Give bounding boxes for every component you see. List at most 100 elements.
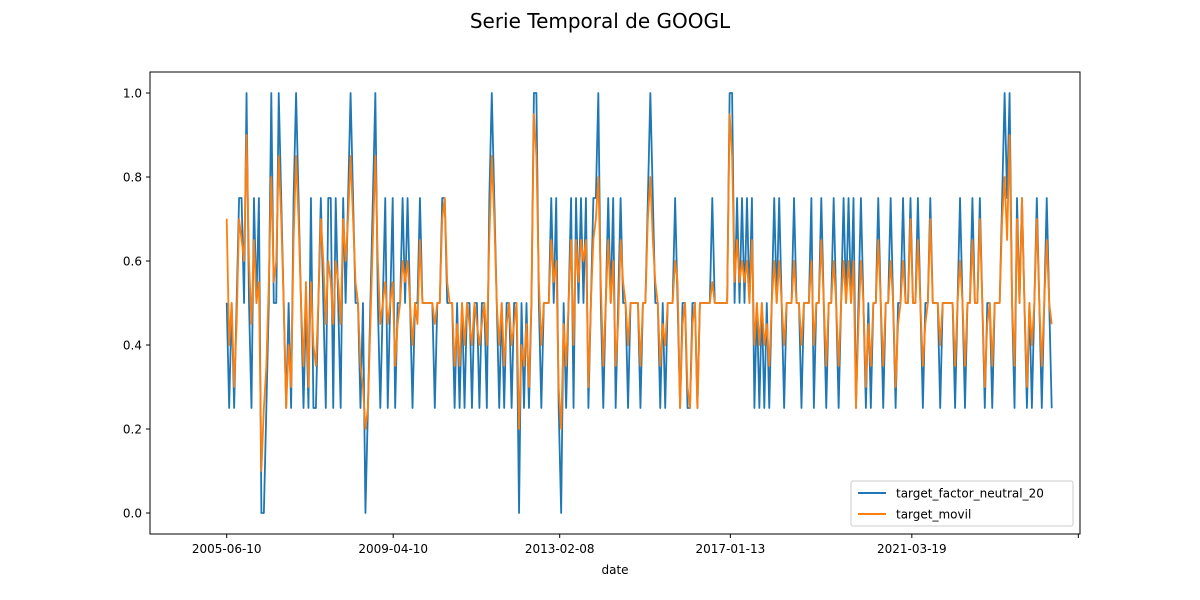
data-point — [783, 344, 785, 346]
data-point — [367, 407, 369, 409]
data-point — [783, 407, 785, 409]
data-point — [436, 302, 438, 304]
data-point — [976, 302, 978, 304]
data-point — [959, 197, 961, 199]
data-point — [815, 302, 817, 304]
data-point — [922, 407, 924, 409]
data-point — [739, 281, 741, 283]
data-point — [260, 470, 262, 472]
data-point — [377, 260, 379, 262]
data-point — [273, 302, 275, 304]
data-point — [310, 197, 312, 199]
data-point — [870, 407, 872, 409]
data-point — [456, 302, 458, 304]
data-point — [654, 302, 656, 304]
data-point — [853, 197, 854, 199]
data-point — [746, 197, 748, 199]
data-point — [870, 365, 872, 367]
data-point — [481, 302, 483, 304]
data-point — [357, 302, 359, 304]
data-point — [525, 323, 527, 325]
data-point — [273, 281, 275, 283]
data-point — [233, 386, 235, 388]
data-point — [293, 197, 295, 199]
data-point — [699, 302, 701, 304]
data-point — [228, 344, 230, 346]
data-point — [246, 134, 248, 136]
data-point — [315, 365, 317, 367]
data-point — [335, 197, 337, 199]
data-point — [947, 302, 949, 304]
data-point — [582, 302, 584, 304]
data-point — [248, 302, 250, 304]
data-point — [664, 407, 666, 409]
data-point — [568, 302, 570, 304]
data-point — [511, 344, 513, 346]
data-point — [652, 197, 654, 199]
data-point — [682, 302, 684, 304]
data-point — [525, 302, 527, 304]
data-point — [843, 197, 845, 199]
data-point — [1026, 386, 1028, 388]
data-point — [689, 407, 691, 409]
data-point — [823, 302, 825, 304]
data-point — [387, 323, 389, 325]
data-point — [258, 281, 260, 283]
data-point — [320, 197, 322, 199]
data-point — [835, 302, 837, 304]
data-point — [362, 386, 364, 388]
data-point — [543, 302, 545, 304]
data-point — [786, 302, 788, 304]
data-point — [340, 323, 342, 325]
data-point — [352, 218, 354, 220]
data-point — [493, 218, 495, 220]
data-point — [607, 197, 609, 199]
data-point — [696, 407, 698, 409]
data-point — [424, 302, 426, 304]
data-point — [778, 260, 780, 262]
data-point — [791, 302, 793, 304]
data-point — [890, 197, 892, 199]
data-point — [808, 302, 810, 304]
data-point — [402, 260, 404, 262]
data-point — [1011, 302, 1013, 304]
data-point — [942, 302, 944, 304]
data-point — [929, 197, 931, 199]
data-point — [473, 302, 475, 304]
data-point — [592, 239, 594, 241]
data-point — [902, 260, 904, 262]
data-point — [364, 428, 366, 430]
data-point — [573, 344, 575, 346]
data-point — [454, 365, 456, 367]
data-point — [570, 197, 572, 199]
x-axis-label: date — [601, 563, 628, 577]
data-point — [382, 302, 384, 304]
data-point — [758, 344, 760, 346]
data-point — [662, 323, 664, 325]
data-point — [288, 302, 290, 304]
data-point — [721, 302, 723, 304]
data-point — [768, 365, 770, 367]
data-point — [446, 281, 448, 283]
data-point — [818, 302, 820, 304]
data-point — [528, 407, 530, 409]
data-point — [451, 302, 453, 304]
data-point — [825, 407, 827, 409]
data-point — [803, 302, 805, 304]
legend-label-target-movil: target_movil — [896, 508, 971, 522]
data-point — [464, 344, 466, 346]
data-point — [672, 302, 674, 304]
data-point — [573, 407, 575, 409]
data-point — [469, 323, 470, 325]
data-point — [746, 260, 748, 262]
data-point — [989, 302, 991, 304]
data-point — [798, 302, 800, 304]
data-point — [253, 197, 255, 199]
data-point — [513, 302, 515, 304]
data-point — [622, 302, 624, 304]
data-point — [530, 302, 532, 304]
data-point — [605, 302, 607, 304]
data-point — [466, 302, 468, 304]
chart-title: Serie Temporal de GOOGL — [470, 9, 731, 33]
data-point — [441, 197, 443, 199]
